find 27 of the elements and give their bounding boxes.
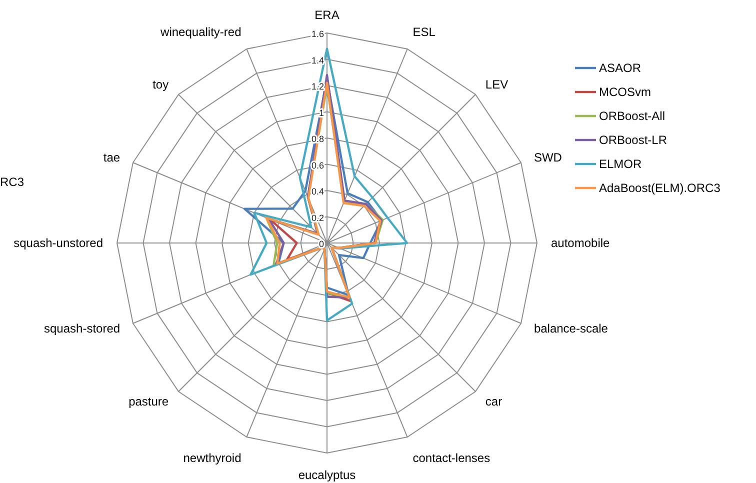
spoke-label: automobile [551,236,610,250]
y-tick-label: 0 [318,239,324,249]
spoke-label: balance-scale [534,322,608,336]
y-tick-label: 1.6 [311,29,324,39]
spoke-label: newthyroid [183,450,242,465]
spoke-label: car [485,394,502,408]
text: RC3 [0,175,24,189]
spoke-label: LEV [485,78,508,92]
spoke-label: tae [103,150,120,164]
legend-label: ORBoost-LR [599,133,668,147]
spoke-label: eucalyptus [298,468,356,482]
spoke-label: ESL [412,25,436,40]
y-tick-label: 1.4 [311,55,324,66]
legend-label: ASAOR [599,61,642,75]
spoke-label: squash-stored [44,322,120,336]
spoke-label: pasture [128,394,169,408]
legend-label: MCOSvm [599,85,651,99]
spoke-label: contact-lenses [412,450,490,465]
spoke-label: SWD [534,150,562,164]
spoke-label: ERA [314,8,340,22]
legend-label: AdaBoost(ELM).ORC3 [599,181,721,195]
legend-label: ELMOR [599,157,642,171]
spoke-label: winequality-red [160,25,242,40]
legend-label: ORBoost-All [599,109,666,123]
spoke-label: squash-unstored [14,236,103,250]
spoke-label: toy [152,78,169,92]
y-tick-label: 0.4 [311,186,324,196]
